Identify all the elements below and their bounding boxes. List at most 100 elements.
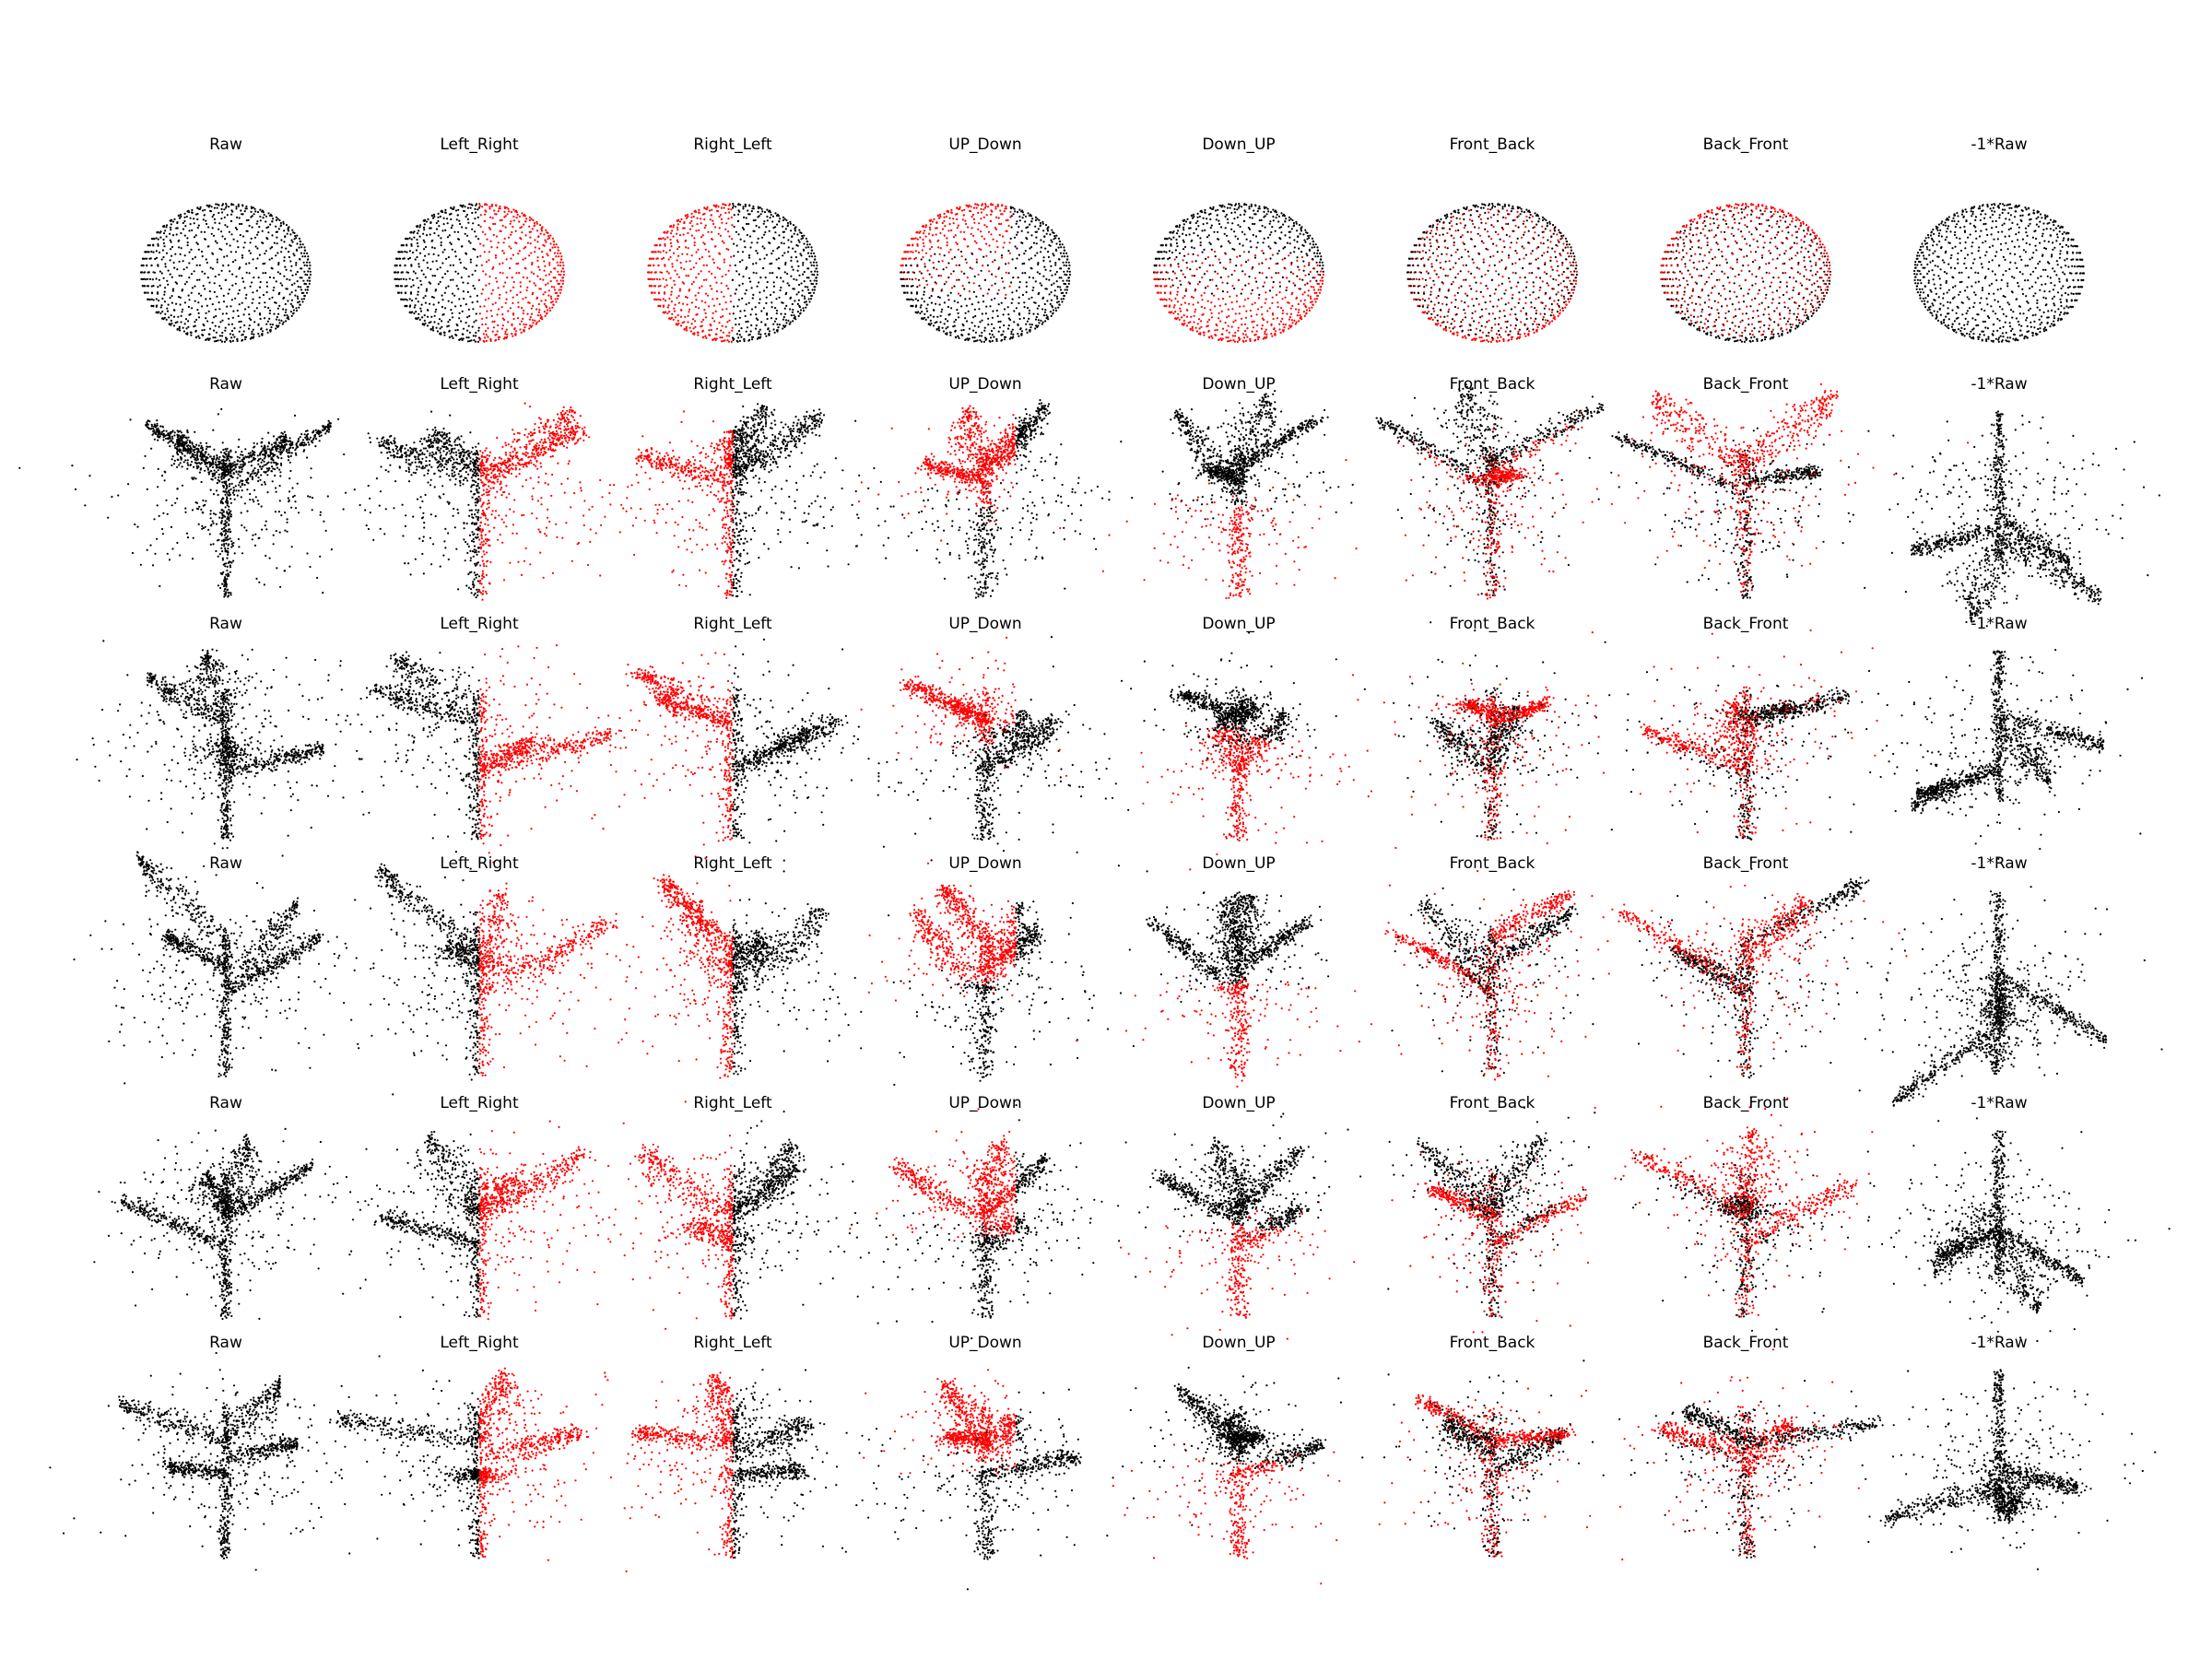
point <box>276 324 277 326</box>
point <box>264 214 265 216</box>
point <box>488 206 490 207</box>
point <box>305 288 307 290</box>
point <box>303 262 305 264</box>
point <box>516 217 518 218</box>
point <box>198 316 200 318</box>
point <box>175 303 177 305</box>
point <box>154 238 156 240</box>
point <box>482 231 484 233</box>
point <box>161 311 163 312</box>
point <box>239 303 241 305</box>
point <box>429 228 430 229</box>
point <box>223 256 225 258</box>
point <box>283 223 285 225</box>
point <box>171 246 173 248</box>
point <box>186 237 188 239</box>
point <box>245 294 247 296</box>
point <box>206 223 207 225</box>
point <box>248 306 250 308</box>
point <box>151 286 153 288</box>
point <box>529 237 531 239</box>
point <box>280 320 282 322</box>
point <box>254 208 256 210</box>
point <box>232 334 234 335</box>
point <box>227 226 229 228</box>
point <box>306 292 308 294</box>
point <box>496 235 498 237</box>
point <box>168 304 170 306</box>
point <box>443 223 445 225</box>
point <box>154 272 156 274</box>
point <box>206 258 207 260</box>
point <box>222 312 224 314</box>
point <box>172 288 174 290</box>
point <box>215 325 217 327</box>
point <box>260 328 262 330</box>
point <box>232 317 234 319</box>
point <box>455 209 457 211</box>
point <box>227 214 229 216</box>
point <box>273 276 275 278</box>
point <box>250 319 252 321</box>
point <box>238 321 240 323</box>
point <box>284 236 286 238</box>
point <box>201 329 203 331</box>
point <box>166 308 168 310</box>
point <box>469 242 471 244</box>
point <box>282 298 284 300</box>
point <box>287 233 288 235</box>
point <box>152 278 154 280</box>
point <box>300 253 302 254</box>
point <box>157 293 159 295</box>
point <box>244 338 246 340</box>
point <box>182 309 183 311</box>
point <box>241 213 242 215</box>
point <box>235 227 237 229</box>
point <box>300 246 302 248</box>
point <box>211 206 213 207</box>
point <box>241 302 243 304</box>
point <box>184 301 186 303</box>
point <box>413 237 415 239</box>
point <box>231 299 233 300</box>
point <box>181 315 182 317</box>
point <box>498 210 500 212</box>
point <box>152 244 154 246</box>
point <box>184 254 186 256</box>
point <box>468 203 470 205</box>
point <box>171 320 172 322</box>
point <box>310 274 312 276</box>
point <box>234 259 236 261</box>
point <box>182 222 184 224</box>
point <box>494 223 496 225</box>
point <box>262 230 264 232</box>
point <box>261 241 263 243</box>
point <box>454 271 456 273</box>
point <box>527 242 529 244</box>
point <box>277 264 279 265</box>
point <box>531 262 533 264</box>
point <box>296 242 298 244</box>
point <box>218 222 220 224</box>
point <box>201 251 203 253</box>
point <box>556 243 558 245</box>
point <box>251 336 253 338</box>
point <box>276 302 277 304</box>
point <box>274 242 276 244</box>
point <box>517 214 519 216</box>
point <box>198 293 200 295</box>
point <box>288 318 289 320</box>
point <box>221 235 223 237</box>
point <box>188 276 190 278</box>
point <box>196 207 198 209</box>
point <box>226 339 228 341</box>
point <box>237 246 239 248</box>
point <box>266 286 268 288</box>
point <box>152 252 154 253</box>
point <box>212 216 214 218</box>
point <box>269 312 271 314</box>
point <box>173 324 175 326</box>
point <box>162 249 164 251</box>
point <box>204 288 206 289</box>
point <box>257 324 259 325</box>
